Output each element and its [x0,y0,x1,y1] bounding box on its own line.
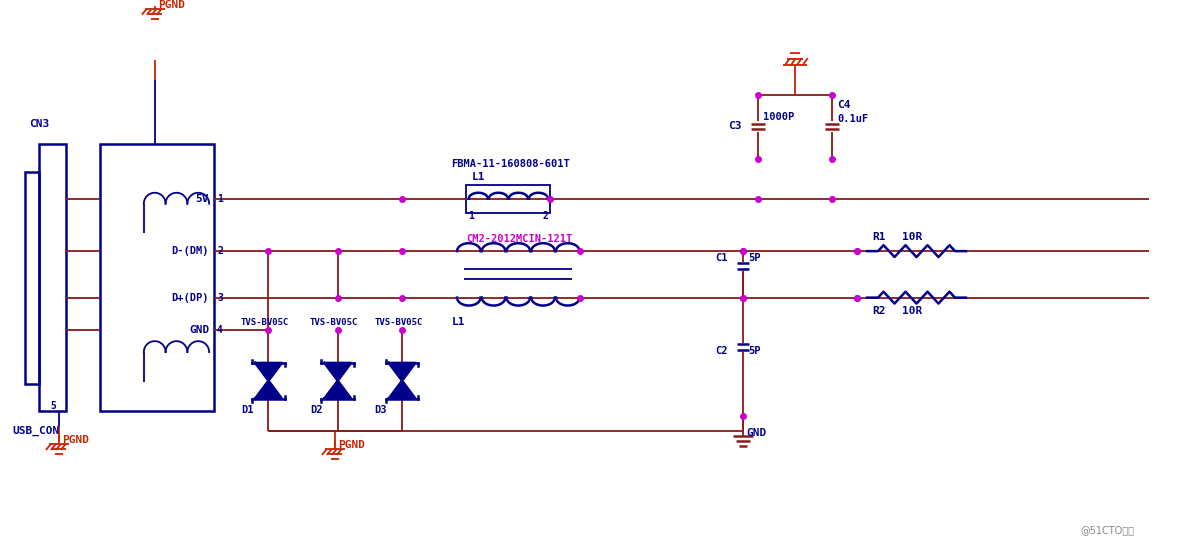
Polygon shape [324,381,352,399]
Polygon shape [388,363,416,381]
Bar [466,185,551,213]
Polygon shape [324,363,352,381]
Polygon shape [388,381,416,399]
Text: D3: D3 [374,405,387,415]
Text: C1: C1 [715,253,728,263]
Text: D2: D2 [310,405,322,415]
Text: R1: R1 [871,232,886,242]
Text: TVS-BV05C: TVS-BV05C [240,318,289,327]
Text: C2: C2 [715,346,728,356]
Text: GND: GND [746,428,766,438]
Text: D-(DM): D-(DM) [172,246,210,256]
Text: PGND: PGND [157,0,185,10]
Text: R2: R2 [871,306,886,316]
Bar [39,144,65,411]
Text: 2: 2 [542,212,548,221]
Polygon shape [255,381,282,399]
Text: 5P: 5P [748,253,761,263]
Text: CM2-2012MCIN-121T: CM2-2012MCIN-121T [466,234,573,244]
Text: 10R: 10R [902,306,922,316]
Text: D1: D1 [240,405,253,415]
Text: C3: C3 [728,122,742,131]
Text: @51CTO博客: @51CTO博客 [1080,525,1134,535]
Text: 1: 1 [217,194,223,204]
Text: 3: 3 [217,293,223,302]
Text: 4: 4 [217,325,223,335]
Text: C4: C4 [837,100,851,110]
Bar [25,172,39,384]
Text: 0.1uF: 0.1uF [837,114,869,123]
Text: 1: 1 [469,212,475,221]
Text: USB_CON: USB_CON [12,426,59,436]
Text: L1: L1 [471,172,484,182]
Text: FBMA-11-160808-601T: FBMA-11-160808-601T [451,159,571,169]
Text: 5: 5 [51,401,57,412]
Text: TVS-BV05C: TVS-BV05C [310,318,359,327]
Text: 10R: 10R [902,232,922,242]
Text: PGND: PGND [337,440,365,450]
Bar [101,144,214,411]
Text: 2: 2 [217,246,223,256]
Text: 5P: 5P [748,346,761,356]
Text: D+(DP): D+(DP) [172,293,210,302]
Text: 1000P: 1000P [764,111,794,122]
Text: TVS-BV05C: TVS-BV05C [374,318,423,327]
Text: PGND: PGND [62,435,89,445]
Text: L1: L1 [451,318,465,327]
Text: GND: GND [189,325,210,335]
Text: CN3: CN3 [30,120,50,129]
Polygon shape [255,363,282,381]
Text: 5V: 5V [195,194,210,204]
